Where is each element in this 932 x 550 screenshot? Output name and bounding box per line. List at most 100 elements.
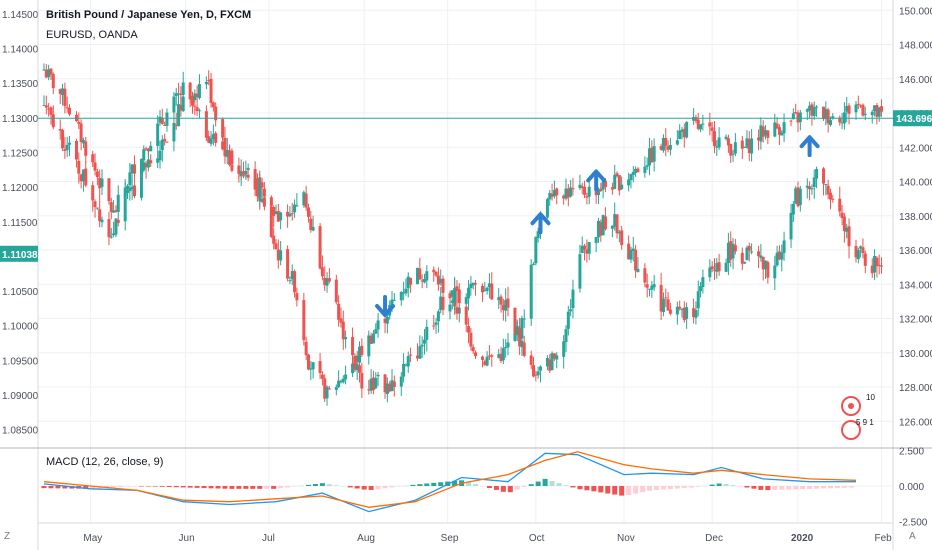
eurusd-candle bbox=[631, 171, 635, 176]
eurusd-candle bbox=[652, 146, 656, 162]
eurusd-candle bbox=[805, 109, 809, 112]
current-price-label: 143.696 bbox=[896, 114, 932, 125]
eurusd-candle bbox=[571, 188, 575, 190]
eurusd-candle bbox=[306, 354, 310, 370]
eurusd-candle bbox=[474, 352, 478, 357]
gbpjpy-candle bbox=[506, 298, 510, 308]
gbpjpy-candle bbox=[696, 291, 700, 309]
macd-histogram-bar bbox=[111, 486, 117, 488]
gbpjpy-candle bbox=[439, 296, 443, 311]
macd-histogram-bar bbox=[667, 486, 673, 490]
gbpjpy-candle bbox=[81, 169, 85, 182]
eurusd-candle bbox=[139, 158, 143, 174]
eurusd-candle bbox=[648, 148, 652, 166]
arrow-head bbox=[375, 303, 396, 317]
gbpjpy-candle bbox=[269, 197, 273, 206]
gbpjpy-candle bbox=[659, 284, 663, 312]
gbpjpy-candle bbox=[260, 182, 264, 188]
overlay-series-label: EURUSD, OANDA bbox=[46, 29, 138, 41]
macd-histogram-bar bbox=[660, 486, 666, 490]
macd-histogram-bar bbox=[570, 486, 576, 488]
gbpjpy-candle bbox=[288, 213, 292, 217]
macd-legend: MACD (12, 26, close, 9) bbox=[46, 456, 164, 468]
gbpjpy-candle bbox=[355, 364, 359, 371]
eurusd-candle bbox=[717, 137, 721, 148]
auto-scale-button[interactable]: A bbox=[909, 531, 916, 542]
eurusd-candle bbox=[339, 381, 343, 383]
gbpjpy-candle bbox=[404, 364, 408, 366]
gbpjpy-candle bbox=[190, 97, 194, 100]
gbpjpy-candle bbox=[318, 226, 322, 269]
eurusd-candle bbox=[404, 288, 408, 294]
eurusd-candle bbox=[497, 354, 501, 358]
gbpjpy-candle bbox=[824, 184, 828, 186]
macd-histogram-bar bbox=[292, 486, 298, 487]
gbpjpy-candle bbox=[367, 389, 371, 391]
gbpjpy-candle bbox=[538, 366, 542, 371]
eurusd-candle bbox=[873, 105, 877, 112]
eurusd-candle bbox=[483, 361, 487, 365]
timezone-button[interactable]: Z bbox=[4, 531, 11, 542]
gbpjpy-candle bbox=[724, 262, 728, 272]
macd-histogram-bar bbox=[194, 486, 200, 488]
gbpjpy-candle bbox=[237, 171, 241, 174]
macd-histogram-bar bbox=[723, 483, 729, 486]
eurusd-candle bbox=[290, 271, 294, 280]
gbpjpy-candle bbox=[255, 184, 259, 197]
macd-histogram-bar bbox=[528, 484, 534, 486]
eurusd-candle bbox=[499, 353, 503, 361]
eurusd-candle bbox=[327, 388, 331, 390]
eurusd-candle bbox=[536, 231, 540, 239]
eurusd-candle bbox=[112, 210, 116, 213]
eurusd-candle bbox=[221, 141, 225, 150]
macd-histogram-bar bbox=[368, 486, 374, 490]
eurusd-candle bbox=[578, 184, 582, 189]
eurusd-candle bbox=[650, 147, 654, 163]
x-axis-tick: 2020 bbox=[791, 533, 814, 544]
eurusd-candle bbox=[532, 263, 536, 265]
macd-histogram-bar bbox=[695, 486, 701, 487]
gbpjpy-candle bbox=[149, 160, 153, 164]
eurusd-candle bbox=[436, 275, 440, 285]
x-axis-tick: Oct bbox=[529, 533, 545, 544]
eurusd-candle bbox=[441, 278, 445, 293]
gbpjpy-candle bbox=[617, 231, 621, 234]
macd-histogram-bar bbox=[834, 486, 840, 488]
macd-histogram-bar bbox=[118, 486, 124, 487]
macd-histogram-bar bbox=[605, 486, 611, 494]
eurusd-candle bbox=[856, 103, 860, 105]
eurusd-candle bbox=[828, 120, 832, 126]
eurusd-candle bbox=[269, 206, 273, 237]
gbpjpy-candle bbox=[610, 225, 614, 229]
gbpjpy-candle bbox=[309, 218, 313, 230]
gbpjpy-candle bbox=[42, 105, 46, 107]
eurusd-candle bbox=[585, 196, 589, 198]
eurusd-candle bbox=[156, 123, 160, 146]
eurusd-candle bbox=[434, 271, 438, 276]
gbpjpy-candle bbox=[276, 211, 280, 222]
gbpjpy-candle bbox=[432, 325, 436, 327]
gbpjpy-candle bbox=[594, 237, 598, 243]
macd-histogram-bar bbox=[138, 486, 144, 487]
gbpjpy-candle bbox=[358, 365, 362, 373]
gbpjpy-candle bbox=[532, 365, 536, 377]
eurusd-candle bbox=[668, 145, 672, 150]
arrow-head bbox=[586, 169, 607, 183]
gbpjpy-candle bbox=[107, 219, 111, 238]
eurusd-candle bbox=[144, 148, 148, 150]
macd-histogram-bar bbox=[765, 486, 771, 491]
gbpjpy-candle bbox=[214, 106, 218, 121]
eurusd-candle bbox=[390, 299, 394, 307]
gbpjpy-candle bbox=[731, 243, 735, 259]
eurusd-candle bbox=[128, 172, 132, 186]
macd-histogram-bar bbox=[180, 486, 186, 488]
gbpjpy-candle bbox=[436, 311, 440, 322]
gbpjpy-candle bbox=[98, 209, 102, 222]
macd-histogram-bar bbox=[591, 486, 597, 492]
macd-histogram-bar bbox=[236, 486, 242, 489]
macd-histogram-bar bbox=[848, 486, 854, 488]
eurusd-candle bbox=[692, 117, 696, 121]
eurusd-candle bbox=[569, 187, 573, 197]
eurusd-candle bbox=[548, 192, 552, 200]
